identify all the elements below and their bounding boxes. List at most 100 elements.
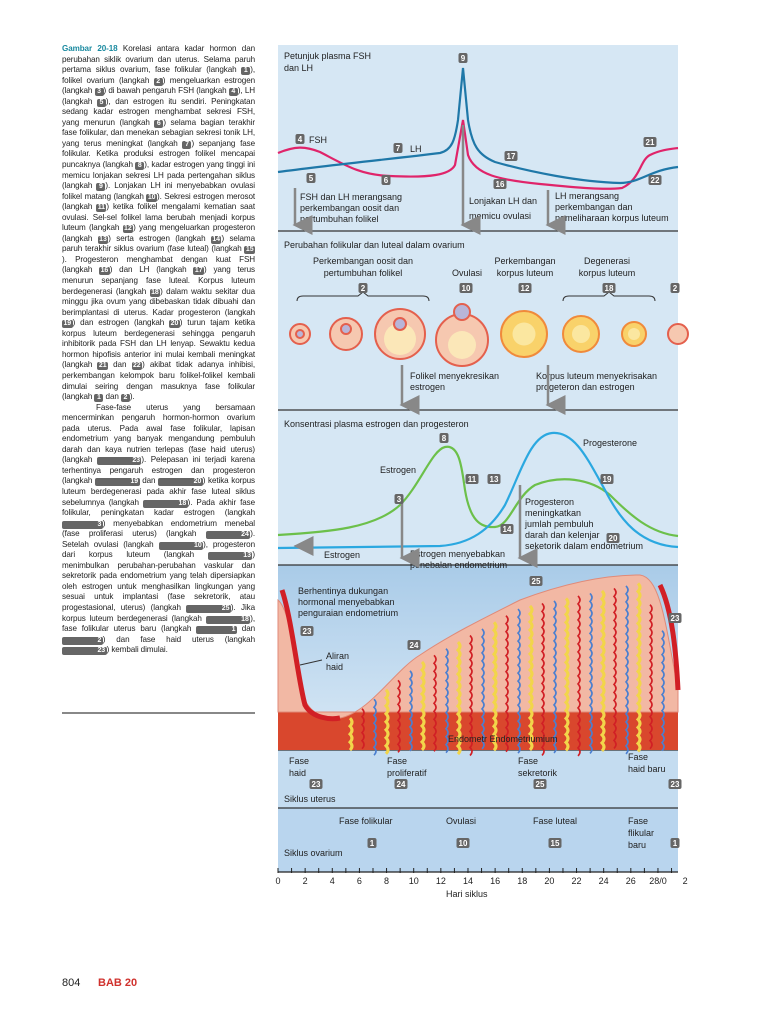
step-badge-number: 13 bbox=[490, 475, 499, 484]
step-badge: 11 bbox=[96, 204, 107, 213]
x-tick-label: 6 bbox=[357, 876, 362, 886]
caption-text: ). Pada akhir fase folikular, peningkata… bbox=[62, 497, 256, 518]
caption-text: ). bbox=[129, 392, 135, 402]
stage-degeneration-label: Degenerasi bbox=[584, 256, 630, 266]
corpus-luteum-core bbox=[512, 322, 536, 346]
step-badge-number: 23 bbox=[671, 614, 680, 623]
lh-luteum-note: pemeliharaan korpus luteum bbox=[555, 213, 669, 223]
step-badge bbox=[394, 779, 408, 789]
panel2-title: Perubahan folikular dan luteal dalam ova… bbox=[284, 240, 465, 250]
caption-text: dan bbox=[236, 624, 256, 634]
step-badge-number: 7 bbox=[396, 144, 401, 153]
caption-text: dan bbox=[103, 392, 121, 402]
vein bbox=[660, 630, 665, 752]
step-badge-number: 8 bbox=[442, 434, 447, 443]
vein bbox=[480, 628, 485, 750]
fsh-lh-note: FSH dan LH merangsang bbox=[300, 192, 402, 202]
step-badge bbox=[393, 143, 403, 153]
artery bbox=[612, 587, 617, 749]
step-badge: 19 bbox=[62, 320, 73, 329]
fsh-lh-note: pertumbuhan folikel bbox=[300, 214, 379, 224]
step-badge-number: 9 bbox=[461, 54, 466, 63]
gland bbox=[419, 660, 426, 751]
gland bbox=[347, 717, 354, 752]
step-badge: 3 bbox=[62, 520, 103, 529]
step-badge bbox=[668, 613, 682, 623]
endometrium-vessels-glands bbox=[347, 582, 665, 757]
step-badge bbox=[487, 474, 501, 484]
progesterone-note: meningkatkan bbox=[525, 508, 581, 518]
caption-text: ) ketika folikel mengalami kematian saat… bbox=[62, 202, 255, 233]
artery bbox=[504, 615, 509, 753]
vein bbox=[552, 600, 557, 754]
caption-text: ) mengeluarkan estrogen (langkah bbox=[62, 75, 255, 96]
step-badge-number: 4 bbox=[298, 135, 303, 144]
step-badge bbox=[358, 283, 368, 293]
step-badge bbox=[394, 494, 404, 504]
step-badge: 13 bbox=[207, 552, 253, 561]
menstrual-flow bbox=[279, 589, 341, 722]
x-axis-ticks: 0 2 4 6 8 10 12 14 16 18 20 22 24 26 28/0 2 bbox=[275, 868, 688, 886]
ovarian-phase-label: Fase folikular bbox=[339, 816, 393, 826]
uterine-cycle-title: Siklus uterus bbox=[284, 794, 336, 804]
oocyte bbox=[393, 317, 407, 331]
caption-paragraph-1: Gambar 20-18 Korelasi antara kadar hormo… bbox=[62, 44, 255, 403]
gland bbox=[491, 621, 498, 752]
step-badge-number: 5 bbox=[309, 174, 314, 183]
step-badge: 1 bbox=[94, 394, 104, 403]
x-tick-label: 24 bbox=[599, 876, 609, 886]
step-badge: 6 bbox=[154, 119, 164, 128]
x-tick-label: 12 bbox=[436, 876, 446, 886]
lh-surge-note: memicu ovulasi bbox=[469, 211, 531, 221]
stage-luteum-label: Perkembangan bbox=[494, 256, 555, 266]
progesterone-note: jumlah pembuluh bbox=[524, 519, 594, 529]
caption-text: ), progesteron dari korpus luteum (langk… bbox=[62, 539, 255, 560]
hormone-withdrawal-note: penguraian endometrium bbox=[298, 608, 398, 618]
menstrual-flow-right bbox=[657, 583, 681, 691]
caption-text: ). Setelah ovulasi (langkah bbox=[62, 529, 255, 549]
step-badge-number: 17 bbox=[507, 152, 516, 161]
artery bbox=[396, 679, 401, 753]
step-badge: 14 bbox=[210, 235, 222, 244]
step-badge-number: 15 bbox=[551, 839, 560, 848]
artery bbox=[576, 595, 581, 757]
step-badge bbox=[309, 779, 323, 789]
step-badge-number: 19 bbox=[603, 475, 612, 484]
caption-text: ). Jika korpus luteum berdegenerasi (lan… bbox=[62, 602, 255, 623]
uterine-phase-label: haid baru bbox=[628, 764, 666, 774]
step-badge: 15 bbox=[244, 246, 255, 255]
step-badge-number: 23 bbox=[303, 627, 312, 636]
step-badge bbox=[459, 283, 473, 293]
estrogen-label: Estrogen bbox=[380, 465, 416, 475]
x-tick-label: 2 bbox=[683, 876, 688, 886]
step-badge-number: 3 bbox=[397, 495, 402, 504]
hormone-withdrawal-note: Berhentinya dukungan bbox=[298, 586, 388, 596]
caption-paragraph-2: Fase-fase uterus yang bersamaan mencermi… bbox=[62, 403, 255, 656]
step-badge-number: 14 bbox=[503, 525, 512, 534]
step-badge bbox=[600, 474, 614, 484]
panel1-title: Petunjuk plasma FSH bbox=[284, 51, 371, 61]
step-badge: 8 bbox=[135, 162, 145, 171]
step-badge-number: 25 bbox=[536, 780, 545, 789]
lh-curve bbox=[277, 67, 679, 185]
step-badge: 23 bbox=[96, 457, 142, 466]
step-badge: 22 bbox=[131, 362, 143, 371]
caption-text: Korelasi antara kadar hormon dan perubah… bbox=[62, 44, 255, 75]
step-badge: 20 bbox=[158, 478, 203, 487]
step-badge: 18 bbox=[205, 615, 251, 624]
uterine-phase-label: Fase bbox=[289, 756, 309, 766]
stage-ovulation-label: Ovulasi bbox=[452, 268, 482, 278]
caption-text: ) selama paruh terakhir siklus ovarium (… bbox=[62, 233, 255, 254]
ovarian-cycle-title: Siklus ovarium bbox=[284, 848, 343, 858]
ovarian-phase-label: Fase luteal bbox=[533, 816, 577, 826]
step-badge bbox=[465, 474, 479, 484]
uterine-phase-label: Fase bbox=[387, 756, 407, 766]
x-tick-label: 14 bbox=[463, 876, 473, 886]
myometrium-layer bbox=[278, 712, 678, 750]
step-badge: 23 bbox=[62, 647, 107, 656]
step-badge bbox=[606, 533, 620, 543]
